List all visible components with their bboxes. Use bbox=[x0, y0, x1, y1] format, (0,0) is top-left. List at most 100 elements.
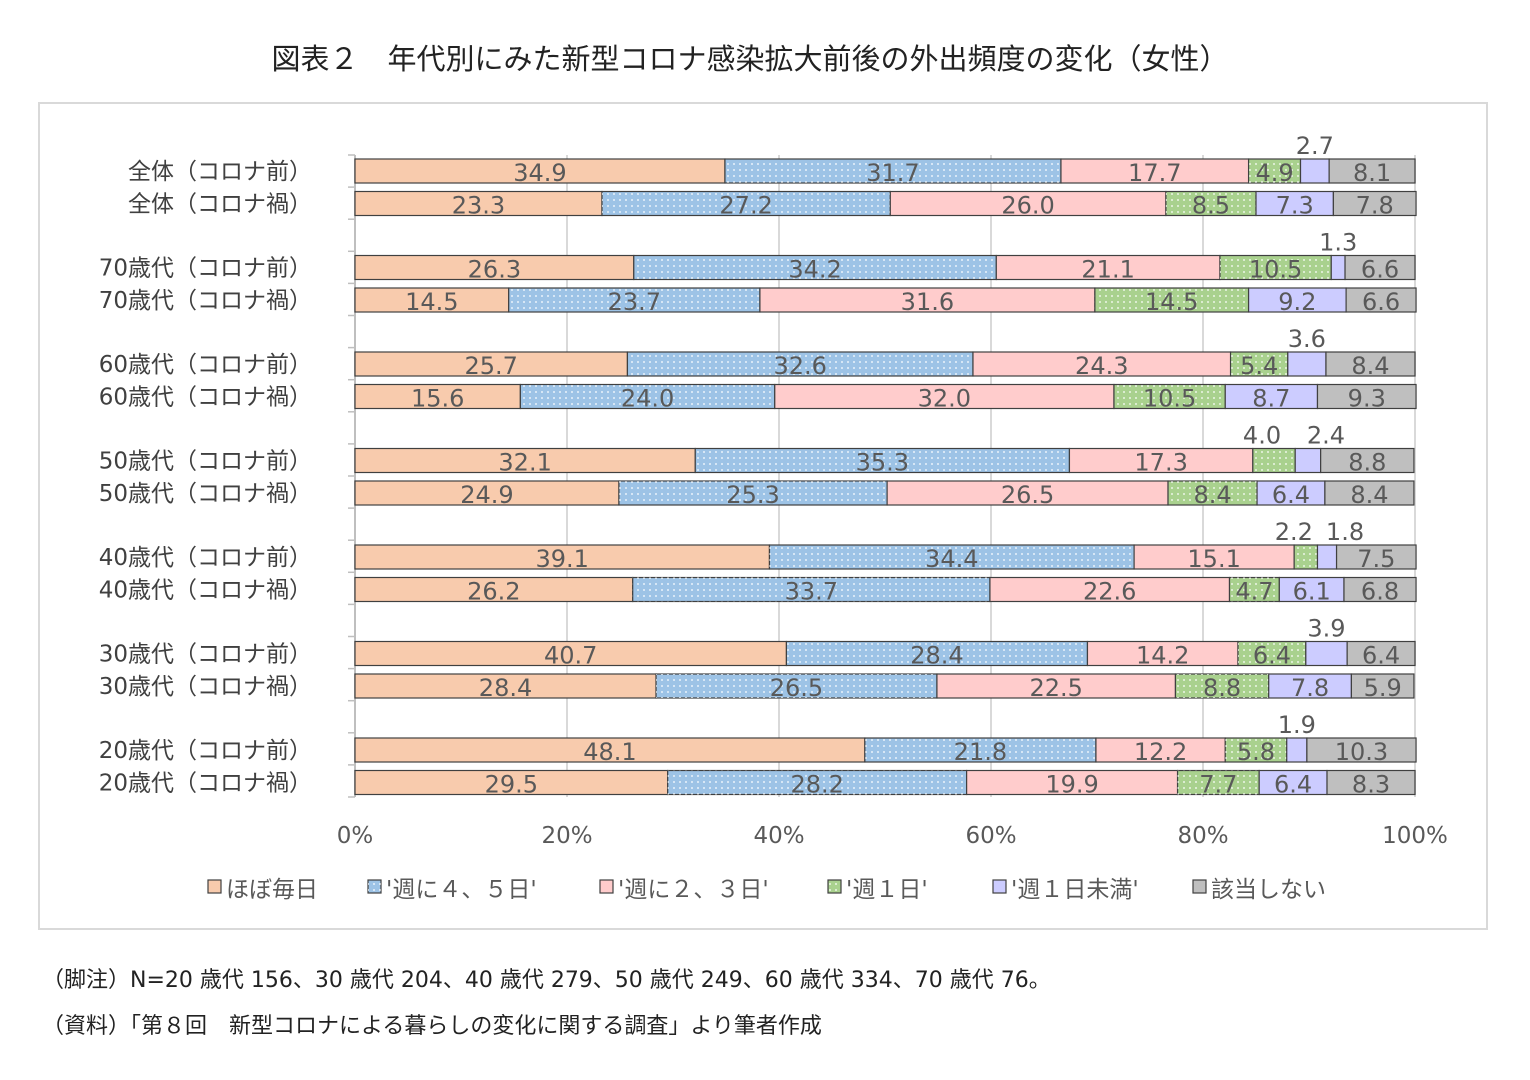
bar-pattern bbox=[632, 577, 990, 602]
legend-swatch bbox=[992, 879, 1007, 894]
legend-label: 該当しない bbox=[1211, 877, 1326, 903]
data-label: 10.5 bbox=[1143, 385, 1196, 413]
data-label: 4.9 bbox=[1255, 159, 1293, 187]
bar-segment bbox=[1332, 190, 1417, 217]
bar-pattern bbox=[667, 770, 967, 795]
legend-swatch bbox=[599, 879, 614, 894]
bar-segment bbox=[354, 737, 866, 763]
bar-segment bbox=[1256, 480, 1326, 506]
data-label: 8.8 bbox=[1203, 674, 1241, 702]
data-label: 12.2 bbox=[1134, 738, 1187, 766]
y-category-label: 60歳代（コロナ禍） bbox=[99, 385, 312, 411]
data-label-above: 2.2 bbox=[1275, 518, 1313, 546]
y-category-label: 60歳代（コロナ前） bbox=[99, 352, 312, 378]
data-label: 24.9 bbox=[460, 481, 513, 509]
bar-segment bbox=[354, 544, 771, 570]
data-label: 9.3 bbox=[1348, 385, 1386, 413]
bar-segment bbox=[1287, 351, 1327, 377]
legend-label: '週に４、５日' bbox=[386, 877, 537, 903]
data-label: 6.6 bbox=[1361, 256, 1399, 284]
data-label: 7.7 bbox=[1199, 771, 1237, 799]
data-label: 32.0 bbox=[918, 385, 971, 413]
y-category-label: 全体（コロナ禍） bbox=[128, 192, 312, 218]
bar-segment bbox=[1255, 190, 1334, 217]
legend-swatch bbox=[207, 879, 222, 894]
data-label-above: 4.0 bbox=[1243, 422, 1281, 450]
bar-pattern bbox=[769, 545, 1135, 569]
data-label: 26.5 bbox=[1001, 481, 1054, 509]
data-label: 19.9 bbox=[1045, 771, 1098, 799]
y-category-label: 70歳代（コロナ禍） bbox=[99, 288, 312, 314]
bar-segment bbox=[1095, 737, 1226, 763]
data-label: 25.7 bbox=[464, 352, 517, 380]
data-label: 27.2 bbox=[719, 192, 772, 220]
data-label: 29.5 bbox=[485, 771, 538, 799]
bar-segment bbox=[1324, 480, 1415, 506]
bar-segment bbox=[1060, 158, 1250, 184]
x-tick-label: 20% bbox=[541, 823, 592, 849]
data-label: 6.6 bbox=[1362, 288, 1400, 316]
data-label: 23.3 bbox=[452, 192, 505, 220]
data-label: 24.0 bbox=[621, 385, 674, 413]
data-label: 21.1 bbox=[1081, 256, 1134, 284]
bar-segment bbox=[1247, 287, 1347, 313]
data-label: 10.3 bbox=[1335, 738, 1388, 766]
data-label: 26.0 bbox=[1001, 192, 1054, 220]
data-label: 21.8 bbox=[954, 738, 1007, 766]
bar-pattern bbox=[724, 159, 1061, 183]
x-tick-label: 40% bbox=[753, 823, 804, 849]
bar-pattern bbox=[1113, 384, 1226, 409]
footnote: （脚注）N=20 歳代 156、30 歳代 204、40 歳代 279、50 歳… bbox=[42, 968, 1051, 993]
x-tick-label: 60% bbox=[965, 823, 1016, 849]
data-label: 15.1 bbox=[1187, 545, 1240, 573]
data-label: 25.3 bbox=[726, 481, 779, 509]
bar-segment bbox=[1316, 383, 1417, 410]
data-label: 8.1 bbox=[1353, 159, 1391, 187]
bar-pattern bbox=[618, 481, 888, 505]
data-label: 15.6 bbox=[411, 385, 464, 413]
y-category-label: 全体（コロナ前） bbox=[128, 159, 312, 185]
bar-segment bbox=[1305, 640, 1348, 667]
bar-pattern bbox=[1165, 191, 1256, 216]
bar-pattern bbox=[1225, 738, 1287, 762]
bar-segment bbox=[1294, 447, 1322, 474]
legend-swatch-pattern bbox=[828, 880, 841, 893]
data-label: 4.7 bbox=[1235, 578, 1273, 606]
y-category-label: 40歳代（コロナ前） bbox=[99, 545, 312, 571]
bar-pattern bbox=[633, 255, 997, 280]
data-label: 32.6 bbox=[773, 352, 826, 380]
data-label: 7.5 bbox=[1357, 545, 1395, 573]
data-label-above: 2.7 bbox=[1296, 132, 1334, 160]
bar-pattern bbox=[1094, 288, 1249, 312]
bar-segment bbox=[1320, 447, 1415, 474]
data-label: 24.3 bbox=[1075, 352, 1128, 380]
bar-segment bbox=[1345, 287, 1417, 313]
data-label: 10.5 bbox=[1249, 256, 1302, 284]
bar-pattern bbox=[1168, 481, 1258, 505]
data-label: 8.3 bbox=[1352, 771, 1390, 799]
data-label: 6.8 bbox=[1361, 578, 1399, 606]
bar-pattern bbox=[1230, 352, 1288, 376]
data-label: 8.4 bbox=[1350, 481, 1388, 509]
data-label: 17.7 bbox=[1128, 159, 1181, 187]
data-label: 9.2 bbox=[1278, 288, 1316, 316]
bar-segment bbox=[886, 480, 1169, 506]
bar-segment bbox=[774, 383, 1115, 410]
data-label: 8.4 bbox=[1351, 352, 1389, 380]
bar-segment bbox=[354, 480, 620, 506]
data-label: 6.1 bbox=[1293, 578, 1331, 606]
bar-pattern bbox=[864, 738, 1096, 762]
bar-segment bbox=[1268, 673, 1352, 699]
y-category-label: 20歳代（コロナ禍） bbox=[99, 771, 312, 797]
data-label: 26.3 bbox=[468, 256, 521, 284]
data-label: 48.1 bbox=[583, 738, 636, 766]
data-label: 6.4 bbox=[1274, 771, 1312, 799]
bar-segment bbox=[995, 254, 1221, 281]
x-tick-label: 100% bbox=[1382, 823, 1448, 849]
bar-segment bbox=[1343, 576, 1417, 603]
data-label: 7.8 bbox=[1356, 192, 1394, 220]
y-category-label: 20歳代（コロナ前） bbox=[99, 738, 312, 764]
bar-pattern bbox=[508, 288, 760, 312]
bar-segment bbox=[1133, 544, 1295, 570]
bar-segment bbox=[354, 769, 669, 796]
